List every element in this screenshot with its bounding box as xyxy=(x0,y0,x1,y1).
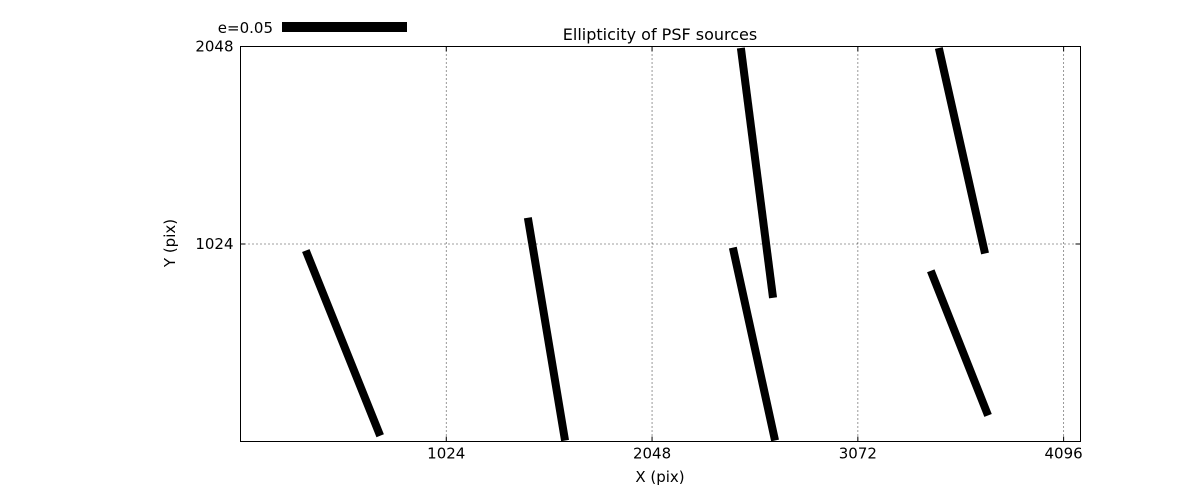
whisker-segment xyxy=(927,269,992,417)
whisker-segment xyxy=(728,246,779,442)
whisker-segment xyxy=(736,47,778,299)
legend-label: e=0.05 xyxy=(217,19,273,37)
x-tick-label: 1024 xyxy=(427,445,465,463)
x-tick-label: 2048 xyxy=(633,445,671,463)
x-axis-label: X (pix) xyxy=(635,468,685,486)
y-axis-label: Y (pix) xyxy=(161,218,179,268)
x-tick-label: 3072 xyxy=(839,445,877,463)
y-tick-label: 1024 xyxy=(195,235,233,253)
whisker-segment xyxy=(523,217,569,442)
whisker-segment xyxy=(934,47,989,255)
chart-title: Ellipticity of PSF sources xyxy=(562,25,758,44)
whisker-segment xyxy=(302,249,384,438)
x-tick-label: 4096 xyxy=(1045,445,1083,463)
y-tick-label: 2048 xyxy=(195,38,233,56)
